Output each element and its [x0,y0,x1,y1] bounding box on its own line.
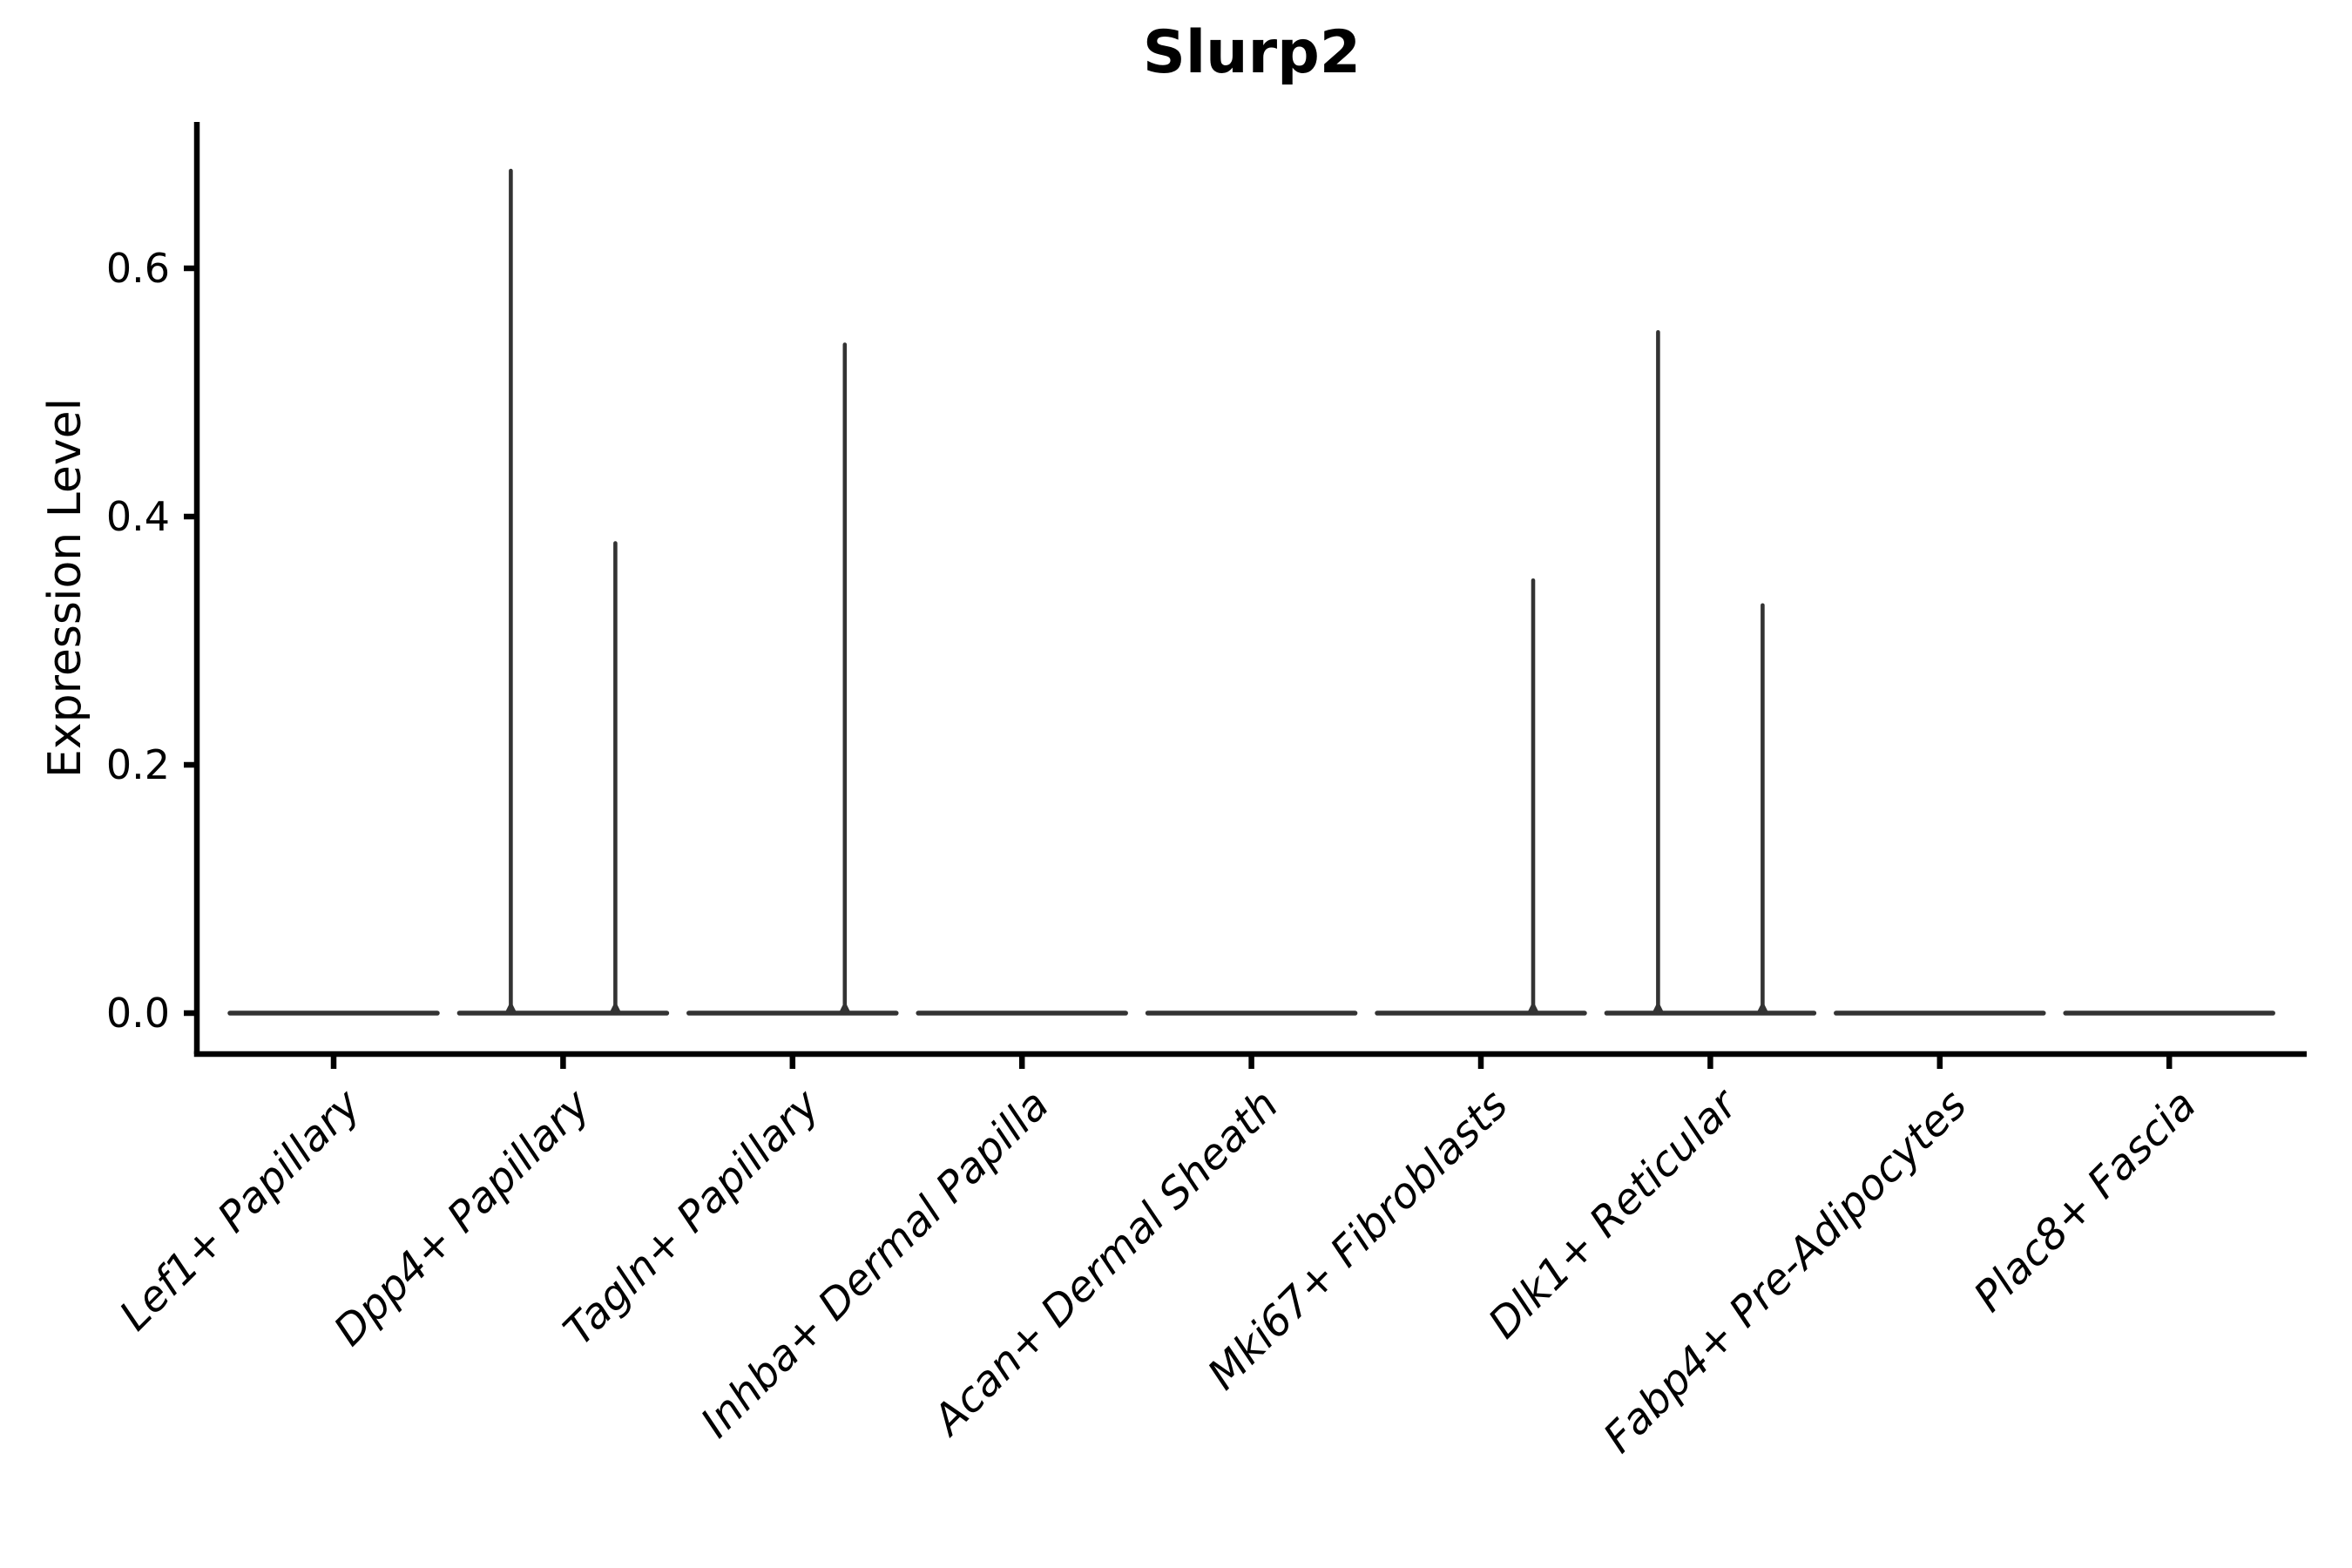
x-tick-label: Plac8+ Fascia [1964,1080,2206,1321]
y-tick-label: 0.4 [106,493,170,540]
y-tick-label: 0.0 [106,990,170,1037]
x-tick-label: Dlk1+ Reticular [1479,1078,1749,1348]
x-tick-label: Lef1+ Papillary [111,1080,371,1341]
x-tick-label: Dpp4+ Papillary [325,1080,600,1355]
x-tick-label: Tagln+ Papillary [554,1080,829,1355]
chart-title: Slurp2 [1142,18,1362,87]
y-tick-label: 0.2 [106,741,170,788]
y-tick-label: 0.6 [106,245,170,292]
x-tick-label: Fabp4+ Pre-Adipocytes [1594,1080,1977,1463]
